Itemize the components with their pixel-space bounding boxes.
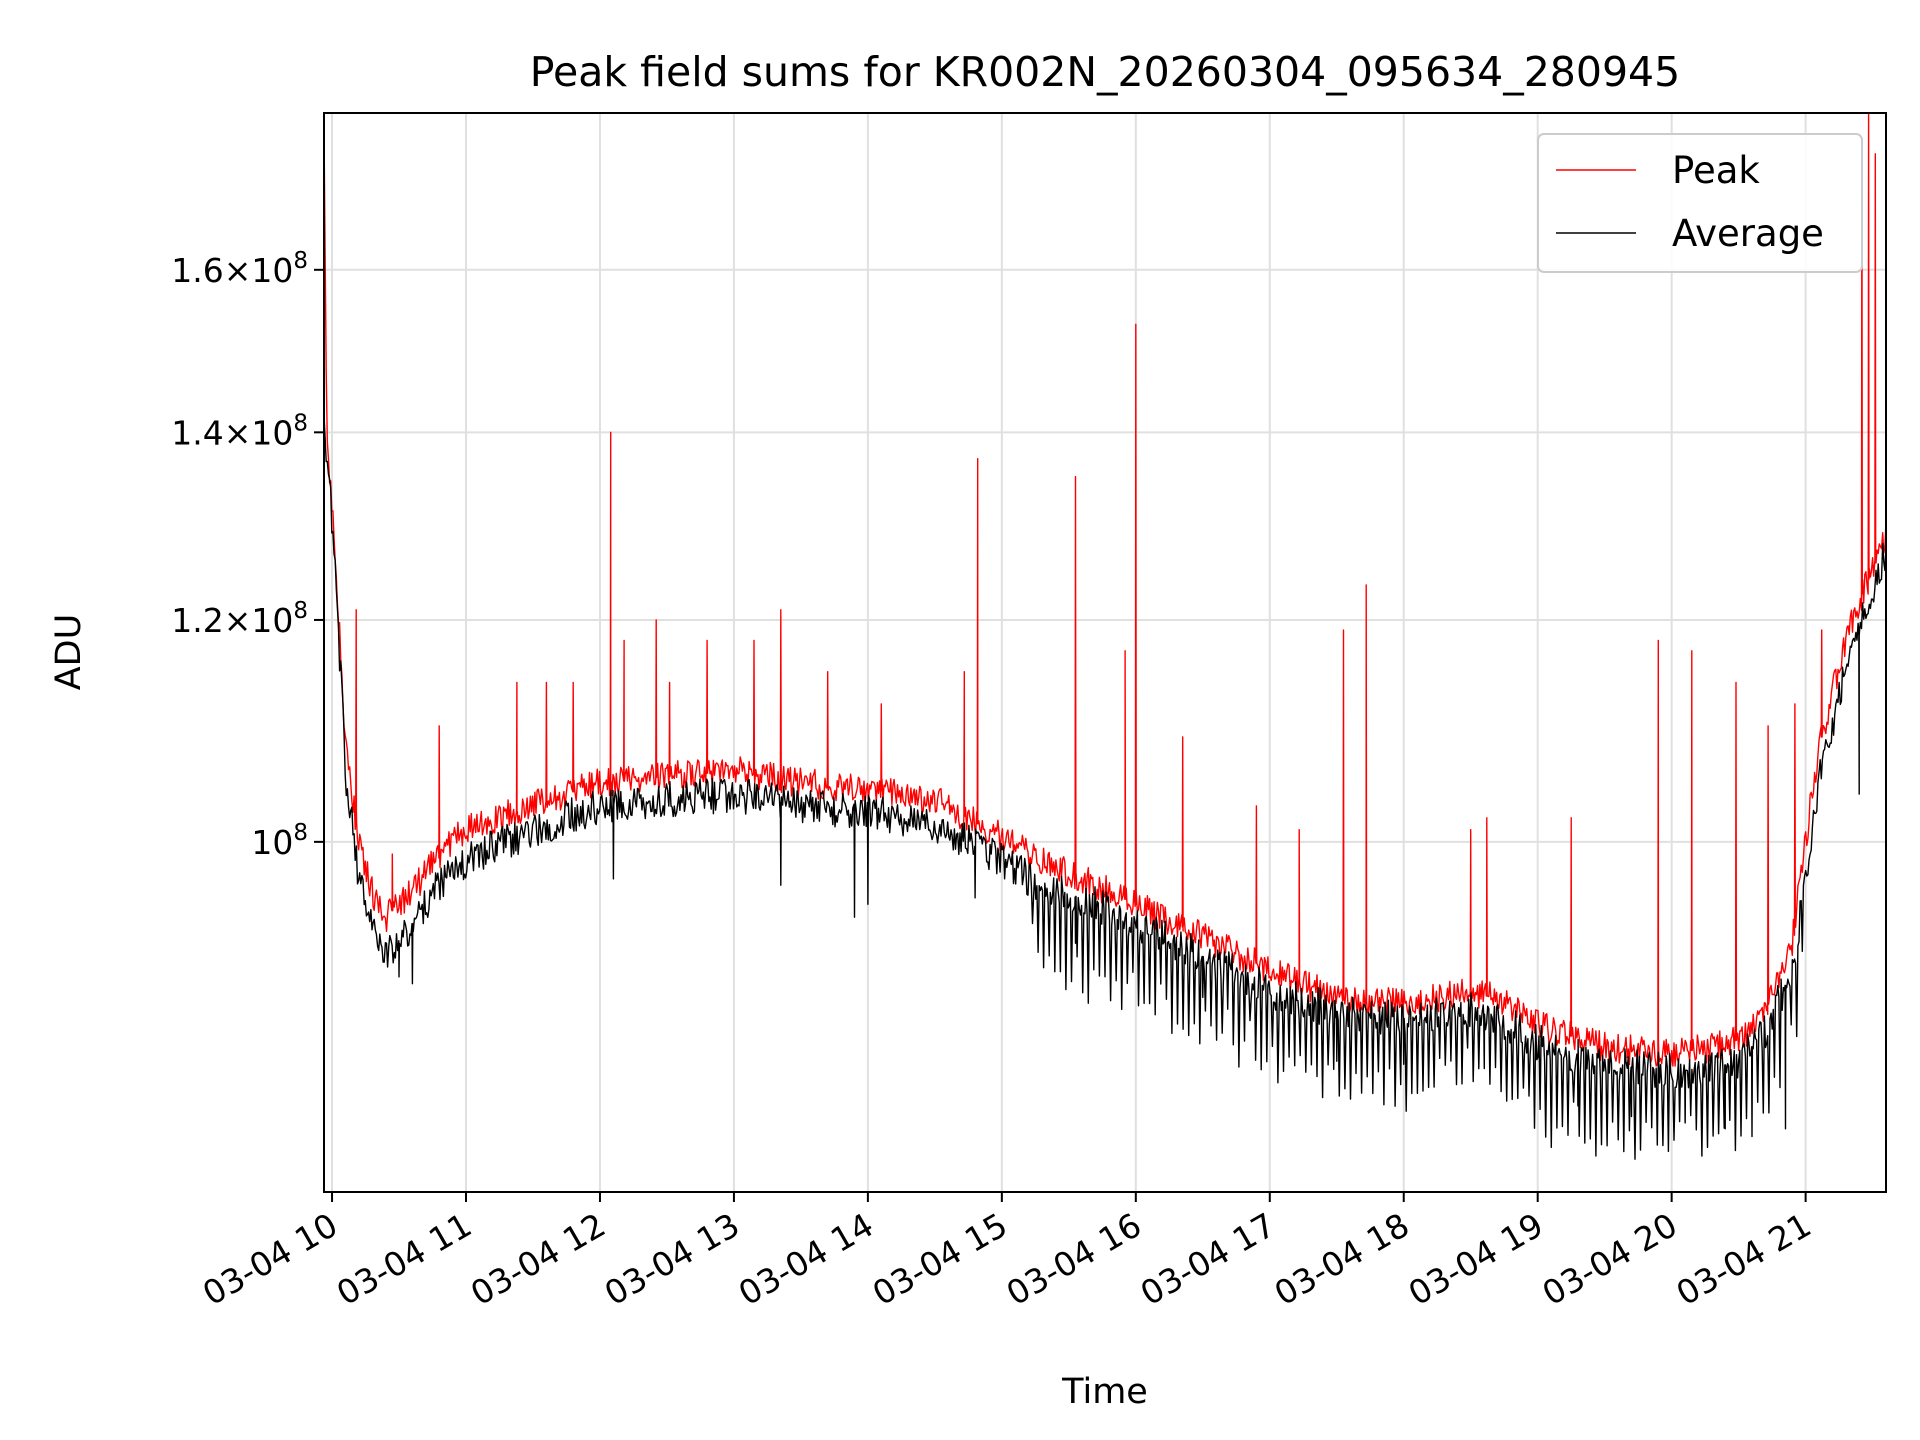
series-line-average [323,415,1887,1160]
legend-label-average: Average [1672,212,1824,255]
plot-frame [323,112,1887,1193]
legend-label-peak: Peak [1672,149,1760,192]
series-lines [323,112,1887,1160]
y-tick-label: 1.2×108 [171,598,308,640]
grid-lines [324,113,1886,1192]
y-axis-label: ADU [49,614,89,691]
legend-box [1537,133,1863,273]
y-tick-label: 108 [251,820,308,862]
y-tick-label: 1.6×108 [171,248,308,290]
chart-title: Peak field sums for KR002N_20260304_0956… [530,48,1680,96]
y-axis-ticks: 108 1.2×108 1.4×108 1.6×108 [171,248,324,862]
legend: Peak Average [1537,133,1863,273]
plot-area [324,113,1886,1192]
x-axis-label: Time [1061,1372,1148,1412]
series-line-peak [323,112,1887,1067]
y-tick-label: 1.4×108 [171,410,308,452]
